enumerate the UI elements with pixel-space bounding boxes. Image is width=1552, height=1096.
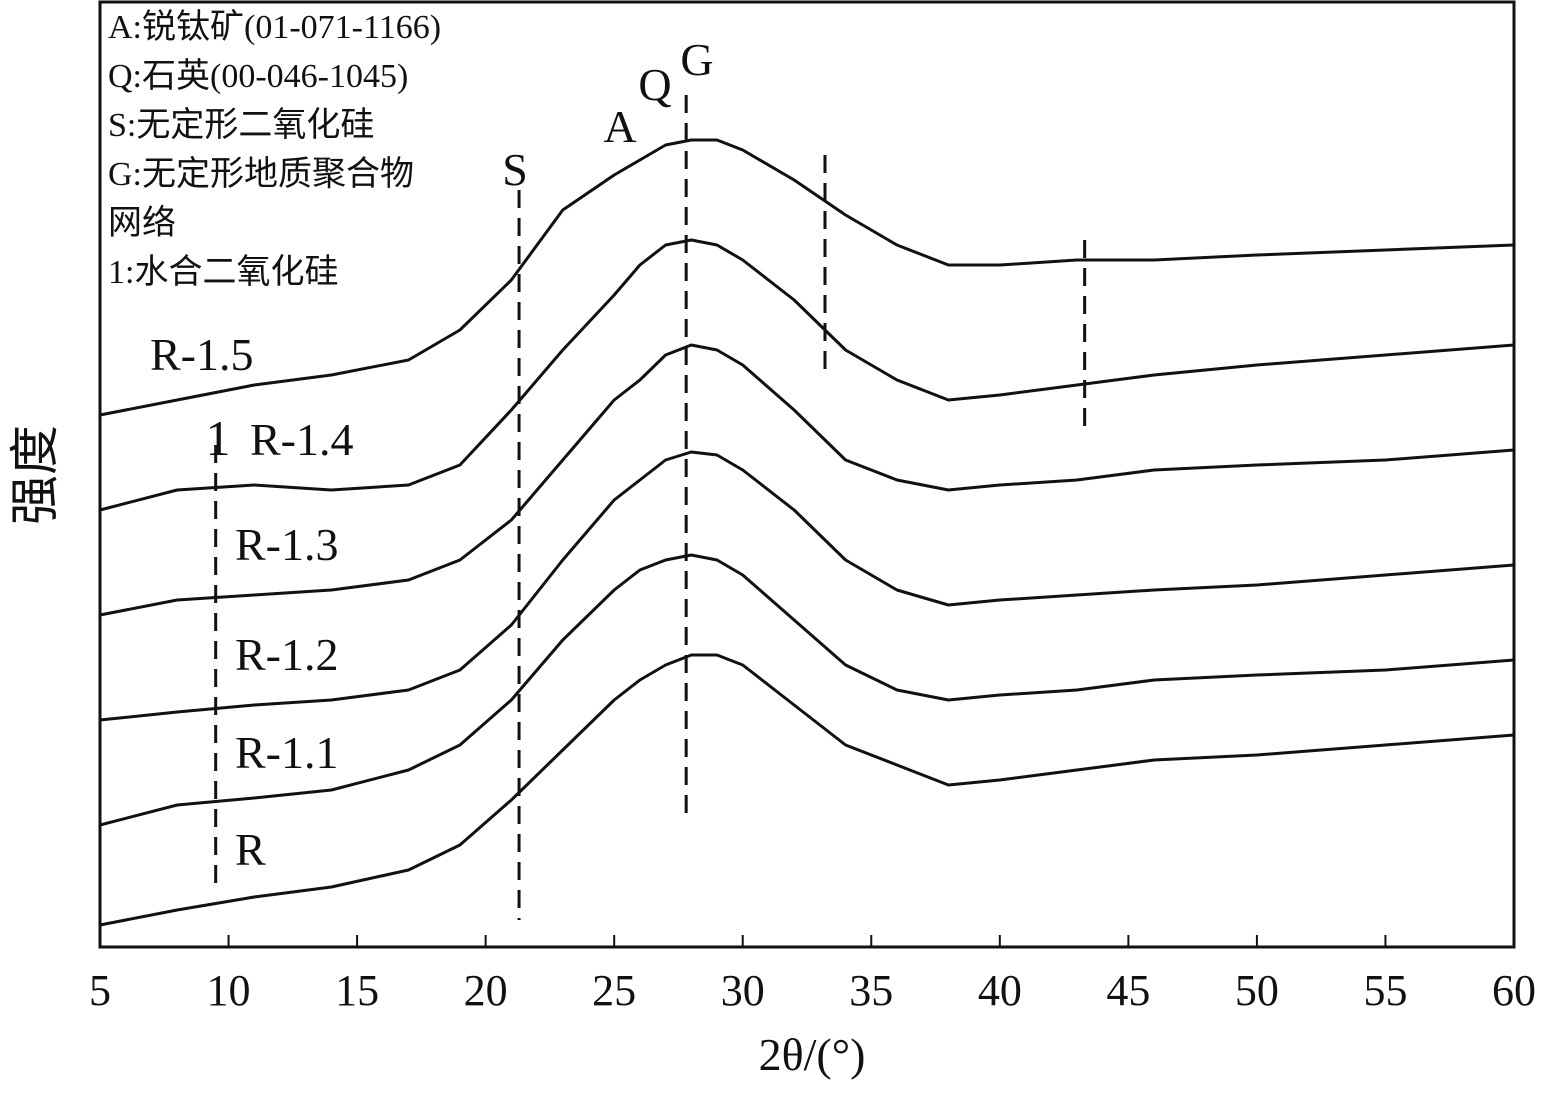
series-line — [99, 138, 1515, 417]
x-tick-label: 55 — [1363, 966, 1407, 1015]
x-tick-label: 25 — [592, 966, 636, 1015]
series-label: R-1.4 — [250, 414, 354, 465]
legend-text: 1:水合二氧化硅 — [108, 253, 338, 291]
annotation-label: Q — [638, 59, 671, 110]
legend-text: A:锐钛矿(01-071-1166) — [108, 8, 441, 46]
series-line — [99, 343, 1515, 617]
x-tick-label: 5 — [89, 966, 111, 1015]
x-tick-label: 30 — [721, 966, 765, 1015]
series-line — [99, 553, 1515, 827]
x-tick-label: 60 — [1492, 966, 1536, 1015]
annotation-label: S — [502, 144, 528, 195]
x-tick-label: 45 — [1106, 966, 1150, 1015]
legend-text: Q:石英(00-046-1045) — [108, 57, 408, 95]
legend-text: 网络 — [108, 204, 176, 242]
annotation-label: A — [603, 101, 636, 152]
series-label: R — [235, 824, 266, 875]
series-label: R-1.5 — [150, 329, 254, 380]
series-label: R-1.3 — [235, 519, 339, 570]
series-label: R-1.2 — [235, 629, 339, 680]
y-axis-label: 强度 — [7, 425, 63, 525]
x-axis-label: 2θ/(°) — [759, 1029, 866, 1080]
annotation-label: 1 — [206, 410, 231, 466]
annotation-label: G — [680, 34, 713, 85]
series-line — [99, 238, 1515, 512]
x-tick-label: 15 — [335, 966, 379, 1015]
series-line — [99, 450, 1515, 722]
plot-frame — [98, 0, 1516, 949]
x-tick-label: 35 — [849, 966, 893, 1015]
x-tick-label: 20 — [464, 966, 508, 1015]
x-tick-label: 40 — [978, 966, 1022, 1015]
x-tick-label: 10 — [207, 966, 251, 1015]
x-tick-label: 50 — [1235, 966, 1279, 1015]
legend-text: S:无定形二氧化硅 — [108, 106, 374, 144]
series-line — [99, 653, 1515, 927]
legend-text: G:无定形地质聚合物 — [108, 155, 414, 193]
series-label: R-1.1 — [235, 727, 339, 778]
